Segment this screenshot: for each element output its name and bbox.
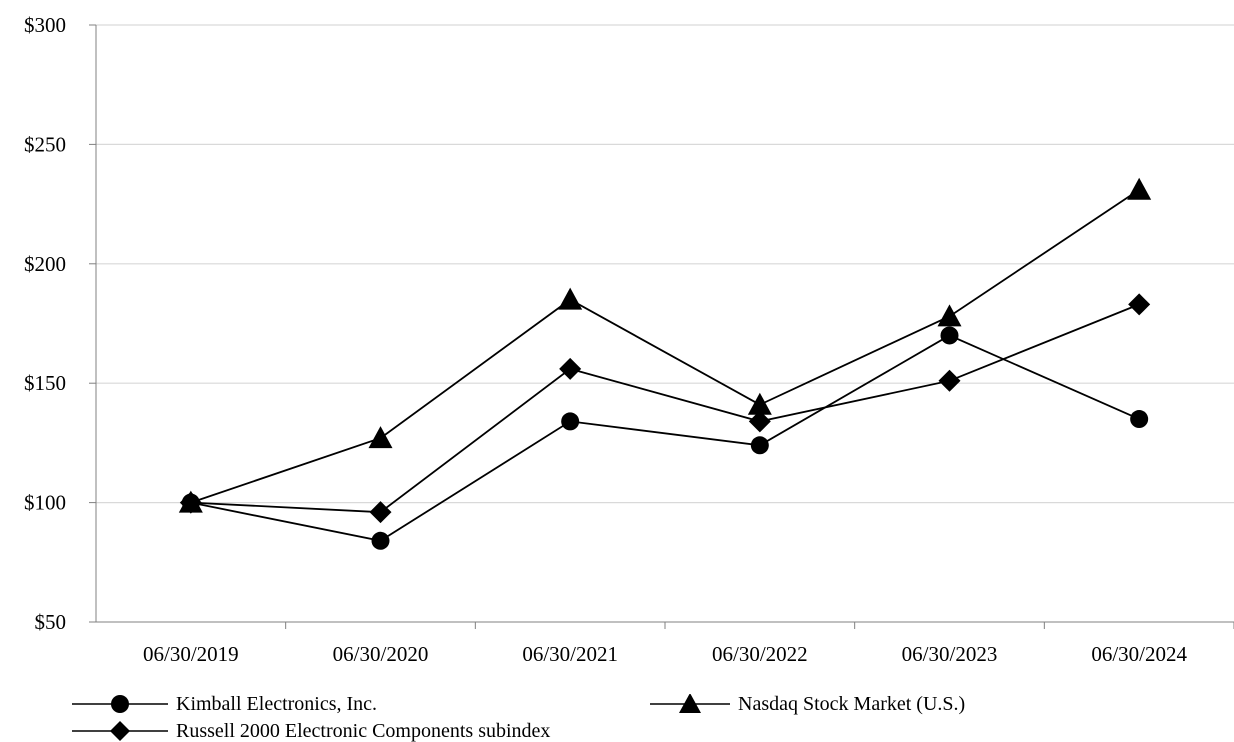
data-point-circle [371, 531, 390, 550]
data-point-circle [750, 436, 769, 455]
x-axis-tick-labels: 06/30/2019 06/30/2020 06/30/2021 06/30/2022… [143, 642, 1188, 666]
legend-marker-triangle-icon [650, 694, 730, 713]
x-tick-label: 06/30/2022 [712, 642, 808, 666]
legend-label-russell: Russell 2000 Electronic Components subin… [176, 720, 551, 742]
series-line [190, 334, 1140, 542]
y-tick-label: $300 [24, 13, 66, 37]
legend-item-russell: Russell 2000 Electronic Components subin… [72, 721, 550, 741]
y-tick-label: $250 [24, 132, 66, 156]
legend-item-nasdaq: Nasdaq Stock Market (U.S.) [650, 694, 965, 714]
gridlines [96, 24, 1234, 504]
y-tick-label: $100 [24, 491, 66, 515]
series-diamond [179, 293, 1151, 524]
x-tick-label: 06/30/2019 [143, 642, 239, 666]
data-point-diamond [369, 501, 392, 524]
series-lines [178, 177, 1152, 550]
data-point-diamond [748, 410, 771, 433]
legend-marker-circle-icon [72, 695, 168, 713]
data-point-diamond [938, 369, 961, 392]
line-chart: $50$100$150$200$250$300 06/30/2019 06/30/… [24, 13, 1234, 666]
y-tick-label: $150 [24, 371, 66, 395]
legend-item-kimball: Kimball Electronics, Inc. [72, 694, 377, 714]
legend-label-kimball: Kimball Electronics, Inc. [176, 693, 378, 715]
series-line [190, 189, 1140, 504]
legend-marker-diamond-icon [72, 721, 168, 741]
data-point-triangle [937, 304, 962, 327]
series-line [190, 303, 1140, 514]
x-tick-label: 06/30/2024 [1091, 642, 1187, 666]
data-point-triangle [1127, 177, 1152, 200]
x-tick-label: 06/30/2023 [902, 642, 998, 666]
x-tick-label: 06/30/2020 [333, 642, 429, 666]
legend-label-nasdaq: Nasdaq Stock Market (U.S.) [738, 693, 966, 715]
y-tick-label: $200 [24, 252, 66, 276]
data-point-circle [940, 326, 959, 345]
data-point-circle [561, 412, 580, 431]
x-tick-label: 06/30/2021 [522, 642, 618, 666]
data-point-diamond [179, 491, 202, 514]
data-point-diamond [1128, 293, 1151, 316]
data-point-circle [1130, 410, 1149, 429]
data-point-triangle [368, 426, 393, 449]
y-axis-tick-labels: $50 $100 $150 $200 $250 $300 [24, 13, 66, 634]
axes [89, 24, 1234, 629]
series-triangle [178, 177, 1152, 513]
data-point-triangle [747, 392, 772, 415]
y-tick-label: $50 [35, 610, 67, 634]
data-point-diamond [559, 357, 582, 380]
data-point-triangle [558, 287, 583, 310]
